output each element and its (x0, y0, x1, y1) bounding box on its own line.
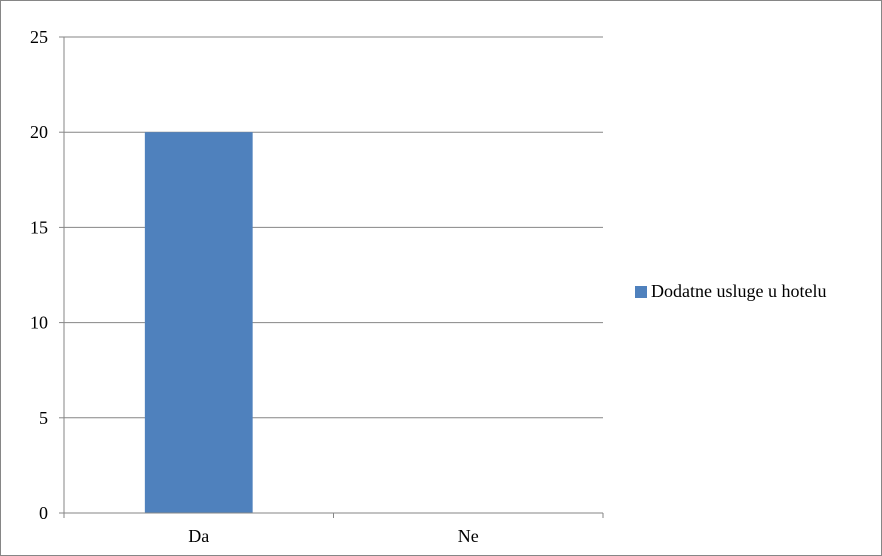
legend: Dodatne usluge u hotelu (635, 281, 826, 302)
legend-swatch (635, 285, 647, 298)
y-axis-ticks: 0 5 10 15 20 25 (30, 27, 48, 523)
y-tick-label: 10 (30, 313, 48, 333)
y-tick-label: 0 (39, 503, 48, 523)
bar-da (144, 132, 253, 513)
bars (144, 132, 253, 513)
y-tick-label: 5 (39, 408, 48, 428)
y-tick-label: 25 (30, 27, 48, 47)
y-tick-label: 20 (30, 122, 48, 142)
y-tick-label: 15 (30, 217, 48, 237)
x-tick-label: Ne (458, 526, 479, 546)
x-tick-label: Da (188, 526, 209, 546)
x-axis-ticks: Da Ne (188, 526, 479, 546)
legend-label: Dodatne usluge u hotelu (651, 281, 827, 301)
axes (59, 36, 604, 518)
